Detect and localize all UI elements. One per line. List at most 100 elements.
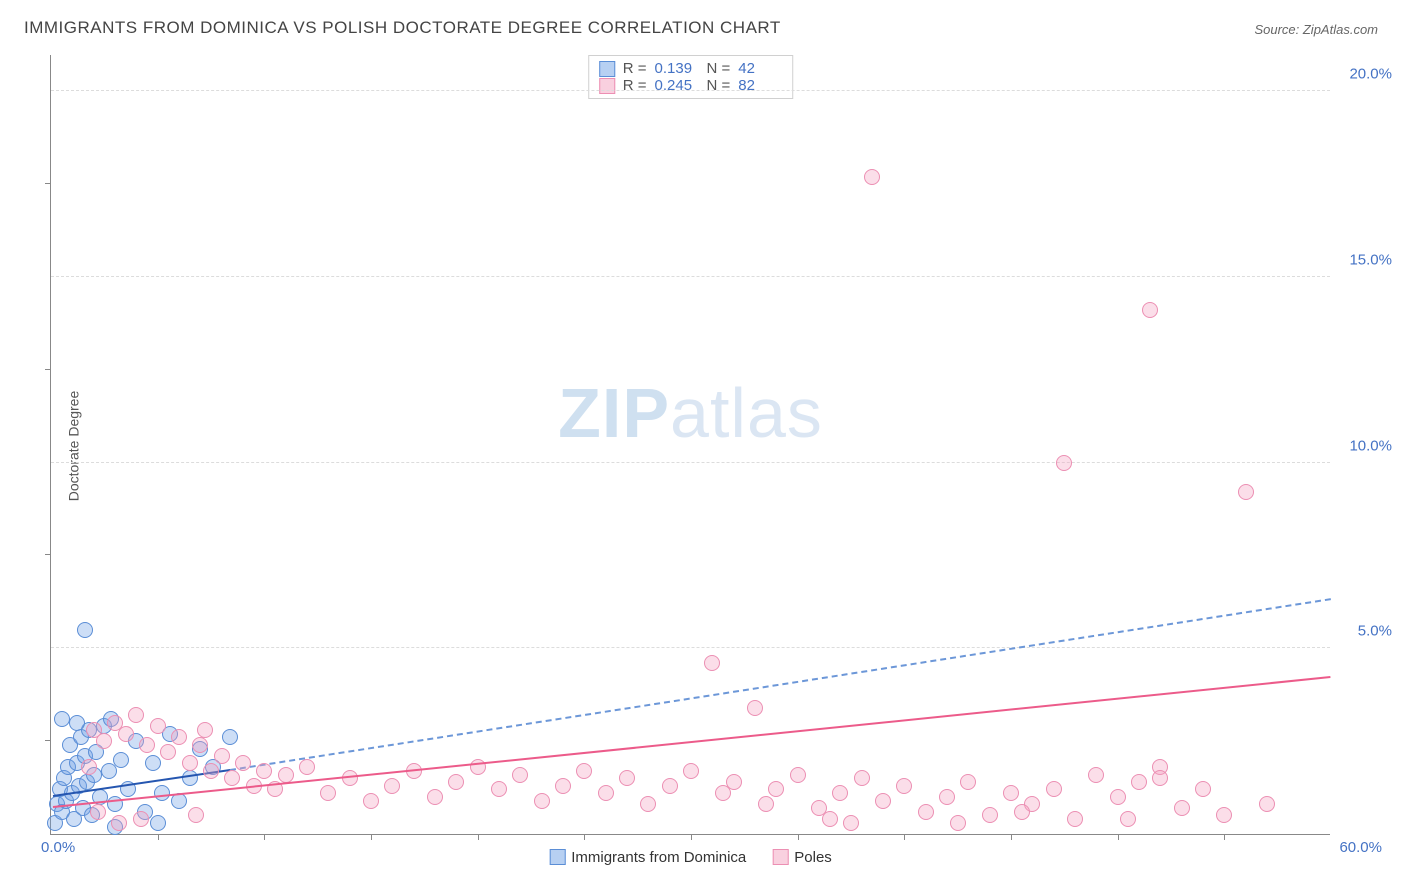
data-point [950, 815, 966, 831]
correlation-legend: R = 0.139 N = 42 R = 0.245 N = 82 [588, 55, 794, 99]
data-point [747, 700, 763, 716]
legend-row-blue: R = 0.139 N = 42 [599, 60, 783, 77]
data-point [363, 793, 379, 809]
data-point [145, 755, 161, 771]
x-tick-mark [371, 834, 372, 840]
legend-item-pink: Poles [772, 849, 832, 866]
data-point [182, 755, 198, 771]
data-point [726, 774, 742, 790]
data-point [54, 711, 70, 727]
x-axis-origin-label: 0.0% [41, 839, 75, 856]
data-point [832, 785, 848, 801]
data-point [214, 748, 230, 764]
data-point [1195, 781, 1211, 797]
scatter-plot-area: ZIPatlas R = 0.139 N = 42 R = 0.245 N = … [50, 55, 1330, 835]
data-point [1067, 811, 1083, 827]
data-point [555, 778, 571, 794]
data-point [896, 778, 912, 794]
data-point [128, 707, 144, 723]
y-tick-mark [45, 369, 51, 370]
data-point [598, 785, 614, 801]
data-point [982, 807, 998, 823]
x-tick-mark [584, 834, 585, 840]
data-point [960, 774, 976, 790]
data-point [854, 770, 870, 786]
source-attribution: Source: ZipAtlas.com [1254, 22, 1378, 37]
series-legend: Immigrants from Dominica Poles [549, 849, 832, 866]
data-point [160, 744, 176, 760]
data-point [704, 655, 720, 671]
legend-item-blue: Immigrants from Dominica [549, 849, 746, 866]
data-point [822, 811, 838, 827]
data-point [768, 781, 784, 797]
grid-line [51, 276, 1330, 277]
data-point [90, 804, 106, 820]
data-point [619, 770, 635, 786]
data-point [1110, 789, 1126, 805]
swatch-blue-icon [599, 61, 615, 77]
data-point [1120, 811, 1136, 827]
data-point [320, 785, 336, 801]
x-tick-mark [904, 834, 905, 840]
x-axis-max-label: 60.0% [1339, 839, 1382, 856]
data-point [790, 767, 806, 783]
data-point [278, 767, 294, 783]
data-point [182, 770, 198, 786]
data-point [171, 729, 187, 745]
data-point [918, 804, 934, 820]
data-point [111, 815, 127, 831]
legend-row-pink: R = 0.245 N = 82 [599, 77, 783, 94]
data-point [939, 789, 955, 805]
data-point [640, 796, 656, 812]
grid-line [51, 90, 1330, 91]
swatch-pink-icon [772, 849, 788, 865]
x-tick-mark [158, 834, 159, 840]
data-point [1142, 302, 1158, 318]
data-point [150, 718, 166, 734]
data-point [235, 755, 251, 771]
x-tick-mark [264, 834, 265, 840]
data-point [192, 737, 208, 753]
data-point [81, 759, 97, 775]
grid-line [51, 462, 1330, 463]
data-point [1216, 807, 1232, 823]
data-point [843, 815, 859, 831]
chart-title: IMMIGRANTS FROM DOMINICA VS POLISH DOCTO… [24, 18, 781, 38]
data-point [113, 752, 129, 768]
y-tick-label: 5.0% [1358, 623, 1392, 640]
x-tick-mark [1011, 834, 1012, 840]
y-tick-label: 20.0% [1349, 66, 1392, 83]
swatch-blue-icon [549, 849, 565, 865]
data-point [1259, 796, 1275, 812]
data-point [512, 767, 528, 783]
data-point [1174, 800, 1190, 816]
data-point [1088, 767, 1104, 783]
data-point [188, 807, 204, 823]
data-point [197, 722, 213, 738]
data-point [662, 778, 678, 794]
watermark: ZIPatlas [558, 373, 823, 453]
data-point [101, 763, 117, 779]
data-point [875, 793, 891, 809]
data-point [256, 763, 272, 779]
data-point [534, 793, 550, 809]
y-tick-mark [45, 183, 51, 184]
data-point [758, 796, 774, 812]
data-point [154, 785, 170, 801]
y-tick-label: 15.0% [1349, 251, 1392, 268]
data-point [133, 811, 149, 827]
data-point [427, 789, 443, 805]
x-tick-mark [478, 834, 479, 840]
data-point [1003, 785, 1019, 801]
x-tick-mark [691, 834, 692, 840]
data-point [384, 778, 400, 794]
data-point [1152, 770, 1168, 786]
data-point [1014, 804, 1030, 820]
data-point [139, 737, 155, 753]
data-point [299, 759, 315, 775]
data-point [576, 763, 592, 779]
data-point [96, 733, 112, 749]
y-tick-label: 10.0% [1349, 437, 1392, 454]
data-point [222, 729, 238, 745]
data-point [448, 774, 464, 790]
